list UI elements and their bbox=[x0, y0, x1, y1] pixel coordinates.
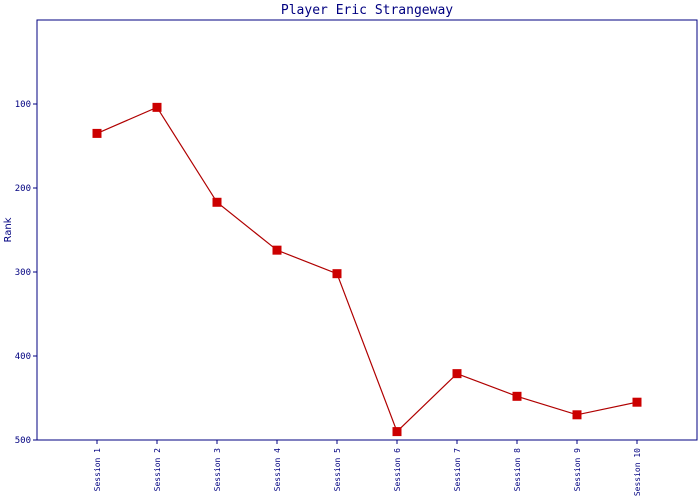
series-line bbox=[96, 106, 638, 433]
x-tick-label: Session 2 bbox=[153, 448, 162, 492]
marker bbox=[272, 245, 282, 255]
marker bbox=[332, 269, 342, 279]
x-tick-label: Session 4 bbox=[273, 448, 282, 492]
x-tick-label: Session 9 bbox=[573, 448, 582, 492]
y-tick-label: 400 bbox=[15, 352, 31, 362]
marker bbox=[92, 128, 102, 138]
marker bbox=[212, 197, 222, 207]
y-tick-label: 300 bbox=[15, 268, 31, 278]
marker bbox=[512, 391, 522, 401]
plot-frame bbox=[36, 19, 698, 441]
chart-title: Player Eric Strangeway bbox=[281, 3, 453, 18]
x-tick-label: Session 10 bbox=[633, 448, 642, 496]
marker bbox=[392, 427, 402, 437]
x-tick-label: Session 3 bbox=[213, 448, 222, 492]
x-tick-label: Session 6 bbox=[393, 448, 402, 492]
marker bbox=[452, 369, 462, 379]
x-tick-label: Session 5 bbox=[333, 448, 342, 492]
y-tick-label: 200 bbox=[15, 184, 31, 194]
y-tick-label: 500 bbox=[15, 436, 31, 446]
marker bbox=[632, 397, 642, 407]
x-tick-label: Session 1 bbox=[93, 448, 102, 492]
x-tick-label: Session 7 bbox=[453, 448, 462, 492]
marker bbox=[572, 410, 582, 420]
x-tick-label: Session 8 bbox=[513, 448, 522, 492]
y-axis-label: Rank bbox=[3, 217, 14, 242]
marker bbox=[152, 102, 162, 112]
y-tick-label: 100 bbox=[15, 100, 31, 110]
